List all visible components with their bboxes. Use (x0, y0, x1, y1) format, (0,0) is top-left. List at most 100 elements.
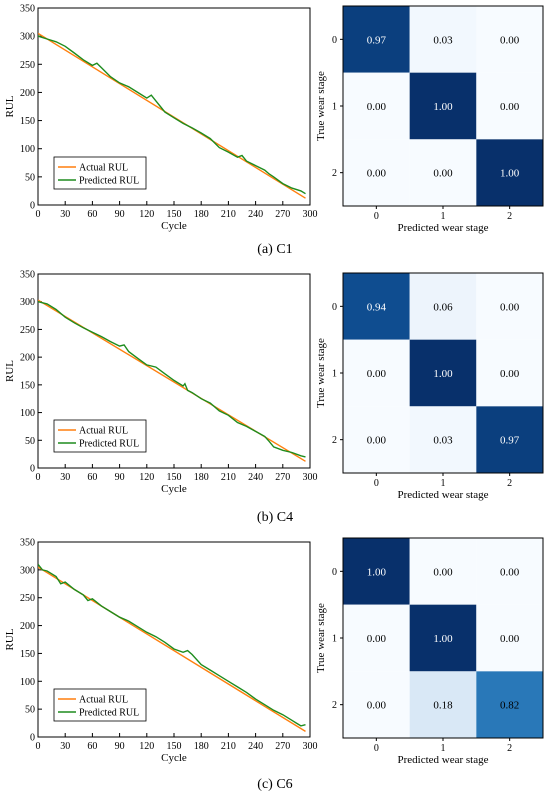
caption-a-letter: (a) (257, 242, 273, 257)
y-tick-label: 350 (20, 4, 35, 15)
caption-b: (b) C4 (0, 510, 550, 526)
cm-cell (343, 671, 410, 738)
cm-cell (476, 6, 543, 73)
x-tick-label: 90 (115, 741, 125, 752)
cm-cell-value: 1.00 (433, 101, 453, 113)
cm-y-tick-label: 0 (332, 35, 337, 46)
x-tick-label: 210 (221, 472, 236, 483)
cm-cell-value: 0.03 (433, 34, 453, 46)
cm-cell (409, 604, 477, 672)
cm-cell-value: 0.00 (433, 566, 453, 578)
cm-cell (343, 538, 410, 605)
cm-cell (409, 538, 477, 605)
predicted-rul-line (38, 563, 306, 727)
cm-cell-value: 0.97 (500, 435, 520, 447)
rul-line-chart-a: 0 30 60 90 120 150 180 210 240 270 300 0 50 100 150 200… (4, 4, 318, 233)
cm-x-tick-label: 1 (441, 478, 446, 489)
cm-y-tick-label: 0 (332, 567, 337, 578)
y-tick-label: 50 (25, 705, 35, 716)
y-tick-label: 300 (20, 297, 35, 308)
cm-cell-value: 0.00 (367, 368, 387, 380)
cm-x-tick-label: 0 (374, 211, 379, 222)
x-tick-label: 240 (248, 472, 263, 483)
x-tick-label: 120 (139, 472, 154, 483)
cm-cell (343, 339, 410, 407)
legend-label: Predicted RUL (79, 708, 139, 719)
x-tick-label: 60 (87, 741, 97, 752)
cm-cell (476, 406, 543, 473)
cm-cell-value: 0.00 (500, 301, 520, 313)
cm-cell-value: 0.82 (500, 700, 519, 712)
x-tick-label: 210 (221, 741, 236, 752)
predicted-rul-line (38, 301, 306, 458)
x-tick-label: 30 (60, 741, 70, 752)
y-tick-label: 150 (20, 649, 35, 660)
cm-x-tick-label: 1 (441, 743, 446, 754)
cm-cell (409, 72, 477, 140)
cm-cell (343, 72, 410, 140)
y-axis-label: RUL (4, 628, 16, 650)
cm-y-tick-label: 2 (332, 435, 337, 446)
x-tick-label: 120 (139, 209, 154, 220)
caption-c-letter: (c) (257, 777, 273, 792)
cm-cell (343, 406, 410, 473)
cm-cell-value: 0.06 (433, 301, 453, 313)
predicted-rul-line (38, 35, 306, 195)
caption-b-text: C4 (273, 510, 294, 525)
cm-cell-value: 0.00 (367, 168, 387, 180)
caption-a-text: C1 (272, 242, 293, 257)
caption-c-text: C6 (272, 777, 293, 792)
cm-cell-value: 0.00 (367, 101, 387, 113)
cm-cell-value: 0.00 (500, 633, 520, 645)
cm-cell (476, 72, 543, 140)
cm-cell-value: 0.94 (367, 301, 387, 313)
y-tick-label: 50 (25, 172, 35, 183)
cm-x-tick-label: 2 (507, 478, 512, 489)
cm-cell (343, 139, 410, 206)
legend-label: Actual RUL (79, 426, 128, 437)
x-tick-label: 180 (194, 741, 209, 752)
legend-label: Predicted RUL (79, 439, 139, 450)
caption-a: (a) C1 (0, 242, 550, 258)
x-tick-label: 0 (36, 209, 41, 220)
cm-y-tick-label: 1 (332, 102, 337, 113)
caption-c: (c) C6 (0, 777, 550, 793)
cm-cell (409, 339, 477, 407)
y-tick-label: 200 (20, 621, 35, 632)
x-tick-label: 150 (167, 741, 182, 752)
caption-b-letter: (b) (256, 510, 274, 525)
x-axis-label: Cycle (161, 483, 187, 495)
cm-y-tick-label: 2 (332, 168, 337, 179)
cm-cell (409, 139, 477, 206)
y-tick-label: 300 (20, 32, 35, 43)
y-tick-label: 100 (20, 677, 35, 688)
cm-cell-value: 1.00 (433, 368, 453, 380)
cm-y-tick-label: 1 (332, 634, 337, 645)
cm-cell (409, 671, 477, 738)
x-tick-label: 90 (115, 472, 125, 483)
cm-y-tick-label: 0 (332, 302, 337, 313)
cm-x-tick-label: 2 (507, 211, 512, 222)
y-tick-label: 100 (20, 408, 35, 419)
y-tick-label: 250 (20, 60, 35, 71)
cm-cell (476, 538, 543, 605)
x-tick-label: 240 (248, 209, 263, 220)
confusion-matrix-b: 0.94 0.06 0.00 0.00 1.00 0.00 0.00 0.03 0.97 0 0 1 1… (315, 272, 544, 501)
cm-cell-value: 0.18 (433, 700, 453, 712)
confusion-matrix-a: 0.97 0.03 0.00 0.00 1.00 0.00 0.00 0.00 1.00 0 0 1 1… (315, 5, 544, 234)
x-tick-label: 270 (275, 209, 290, 220)
cm-cell-value: 0.00 (500, 566, 520, 578)
cm-cell-value: 0.97 (367, 34, 387, 46)
legend-label: Actual RUL (79, 695, 128, 706)
legend-box (53, 688, 147, 722)
cm-cell (409, 406, 477, 473)
cm-x-axis-label: Predicted wear stage (397, 754, 488, 766)
cm-cell (476, 671, 543, 738)
y-tick-label: 50 (25, 436, 35, 447)
cm-cell (476, 139, 543, 206)
x-axis-label: Cycle (161, 220, 187, 232)
y-tick-label: 250 (20, 593, 35, 604)
legend-label: Predicted RUL (79, 176, 139, 187)
x-tick-label: 30 (60, 209, 70, 220)
